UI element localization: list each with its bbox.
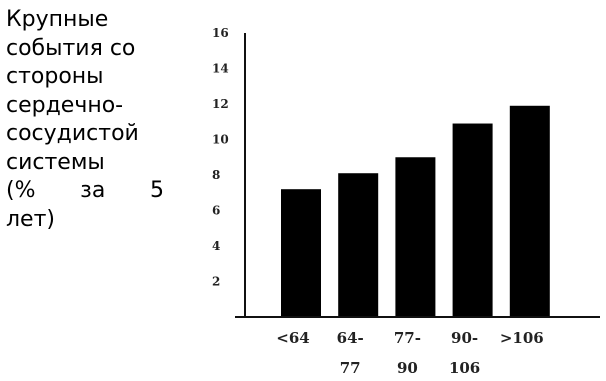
x-tick-label: 64- — [337, 329, 364, 347]
x-tick-label-line2: 90 — [397, 359, 418, 377]
x-tick-label-line2: 77 — [340, 359, 361, 377]
bar — [281, 189, 321, 317]
y-ticks-group: 2 4 6 8 10 12 14 16 — [212, 26, 229, 289]
x-tick-label-line2: 106 — [449, 359, 480, 377]
x-tick-label: >106 — [500, 329, 544, 347]
bars-group — [281, 105, 550, 318]
bar — [452, 123, 493, 318]
y-tick-label: 8 — [212, 168, 220, 182]
y-tick-label: 10 — [212, 133, 229, 147]
y-axis-label-line: (% за 5 — [6, 177, 164, 206]
y-axis-label: Крупные события со стороны сердечно- сос… — [6, 6, 164, 234]
x-ticks-group: <64 64- 77 77- 90 90- 106 >106 — [276, 329, 543, 377]
y-tick-label: 14 — [212, 62, 229, 76]
y-axis-label-word: 5 — [150, 178, 164, 203]
y-tick-label: 16 — [212, 26, 229, 40]
y-axis-label-line: лет) — [6, 206, 55, 232]
y-axis-label-line: стороны — [6, 64, 104, 89]
x-tick-label: 90- — [451, 329, 478, 347]
y-axis-label-line: события со — [6, 35, 136, 61]
y-tick-label: 6 — [212, 204, 220, 218]
y-axis-label-line: сердечно- — [6, 92, 124, 118]
y-axis-label-line: Крупные — [6, 7, 109, 32]
x-tick-label: <64 — [276, 329, 309, 347]
bar — [395, 157, 436, 317]
y-tick-label: 4 — [212, 239, 220, 253]
y-axis-label-word: за — [80, 178, 106, 203]
y-tick-label: 2 — [212, 275, 220, 289]
y-axis-label-line: сосудистой — [6, 121, 139, 146]
y-axis-label-word: (% — [6, 178, 36, 203]
bar — [509, 105, 550, 318]
y-tick-label: 12 — [212, 97, 229, 111]
x-tick-label: 77- — [394, 329, 421, 347]
bar — [338, 173, 379, 317]
y-axis-label-line: системы — [6, 149, 105, 175]
